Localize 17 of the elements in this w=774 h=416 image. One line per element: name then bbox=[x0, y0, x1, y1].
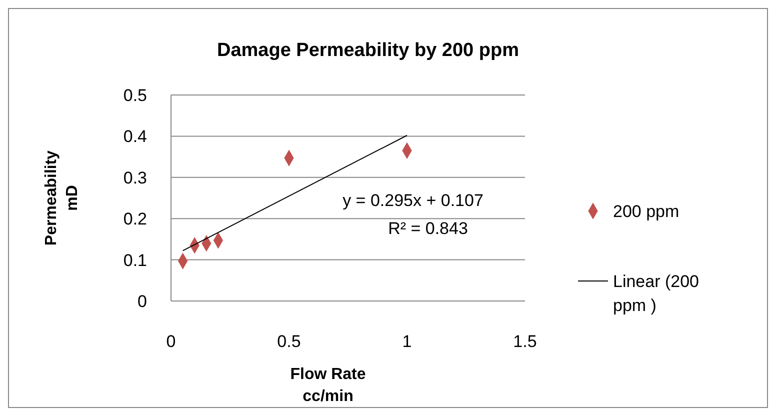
annotation: R² = 0.843 bbox=[388, 219, 468, 238]
y-tick-label: 0.1 bbox=[123, 250, 147, 270]
x-axis-title: Flow Rate cc/min bbox=[290, 366, 366, 405]
legend-label: Linear (200 ppm ) bbox=[613, 272, 700, 315]
annotation: y = 0.295x + 0.107 bbox=[342, 191, 484, 210]
x-tick-label: 0.5 bbox=[277, 332, 301, 351]
y-tick-label: 0.3 bbox=[123, 168, 147, 188]
y-tick-label: 0.4 bbox=[123, 127, 147, 146]
y-tick-label: 0 bbox=[138, 292, 147, 311]
chart-title: Damage Permeability by 200 ppm bbox=[216, 40, 520, 61]
legend-label: 200 ppm bbox=[613, 202, 680, 221]
y-tick-label: 0.5 bbox=[123, 86, 147, 105]
x-tick-label: 1 bbox=[402, 332, 412, 351]
x-tick-label: 1.5 bbox=[513, 332, 537, 351]
y-tick-label: 0.2 bbox=[123, 210, 147, 229]
y-axis-title: Permeability mD bbox=[43, 150, 81, 246]
x-tick-label: 0 bbox=[166, 332, 176, 351]
